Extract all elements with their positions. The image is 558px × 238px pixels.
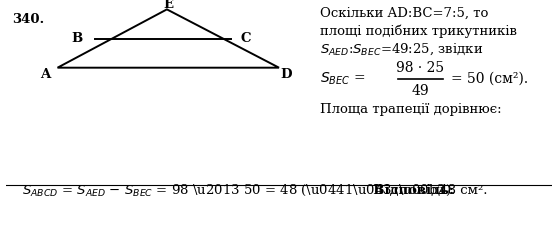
Text: площі подібних трикутників: площі подібних трикутників <box>320 25 517 38</box>
Text: C: C <box>241 33 252 45</box>
Text: $S_{BEC}$ =: $S_{BEC}$ = <box>320 71 365 87</box>
Text: 49: 49 <box>411 84 429 98</box>
Text: = 50 (см²).: = 50 (см²). <box>451 72 528 86</box>
Text: $S_{AED}$:$S_{BEC}$=49:25, звідки: $S_{AED}$:$S_{BEC}$=49:25, звідки <box>320 41 483 57</box>
Text: 98 · 25: 98 · 25 <box>396 61 444 75</box>
Text: Відповідь:: Відповідь: <box>364 184 454 197</box>
Text: $S_{ABCD}$ = $S_{AED}$ $-$ $S_{BEC}$ = 98 \u2013 50 = 48 (\u0441\u043c\u00b2).: $S_{ABCD}$ = $S_{AED}$ $-$ $S_{BEC}$ = 9… <box>22 183 455 198</box>
Text: 48 см².: 48 см². <box>435 184 487 197</box>
Text: Площа трапеції дорівнює:: Площа трапеції дорівнює: <box>320 103 502 116</box>
Text: B: B <box>71 33 82 45</box>
Text: Оскільки AD:BC=7:5, то: Оскільки AD:BC=7:5, то <box>320 6 488 19</box>
Text: D: D <box>280 68 292 81</box>
Text: 340.: 340. <box>12 13 45 26</box>
Text: E: E <box>163 0 173 11</box>
Text: A: A <box>40 68 50 81</box>
